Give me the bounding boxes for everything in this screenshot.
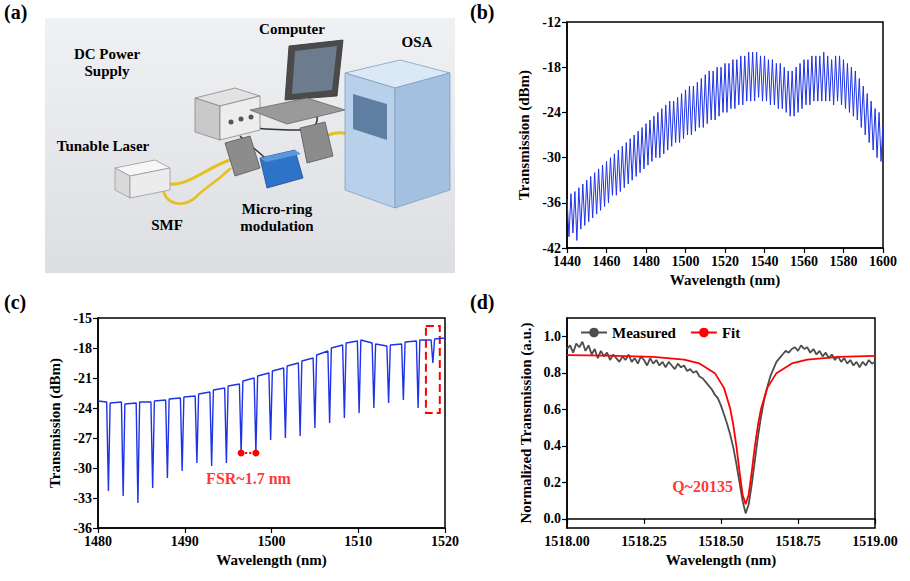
- html-text:SMF: SMF: [151, 216, 183, 233]
- html-text:(c): (c): [4, 291, 27, 313]
- svg-text:1540: 1540: [751, 254, 779, 269]
- html-text:(a): (a): [4, 1, 28, 23]
- svg-text:-24: -24: [73, 401, 92, 416]
- svg-text:0.4: 0.4: [544, 438, 562, 453]
- svg-text:1500: 1500: [672, 254, 700, 269]
- svg-text:Transmission (dBm): Transmission (dBm): [47, 358, 64, 488]
- svg-text:1510: 1510: [344, 534, 372, 549]
- html-text:Tunable Laser: Tunable Laser: [56, 137, 150, 154]
- svg-text:1560: 1560: [790, 254, 818, 269]
- html-text:DC Power Supply: DC Power Supply: [73, 46, 141, 79]
- html-text:(d): (d): [470, 291, 495, 313]
- svg-text:Normalized Transmission (a.u.): Normalized Transmission (a.u.): [518, 322, 535, 523]
- svg-text:1490: 1490: [171, 534, 199, 549]
- svg-text:1.0: 1.0: [544, 329, 562, 344]
- svg-text:-24: -24: [542, 105, 561, 120]
- svg-text:1480: 1480: [632, 254, 660, 269]
- svg-text:-21: -21: [73, 371, 92, 386]
- svg-text:1600: 1600: [869, 254, 897, 269]
- svg-text:-15: -15: [73, 311, 92, 326]
- svg-text:-36: -36: [73, 520, 92, 536]
- svg-text:1518.75: 1518.75: [775, 534, 821, 549]
- html-text:(b): (b): [470, 1, 495, 23]
- svg-text:Q~20135: Q~20135: [672, 478, 733, 495]
- svg-text:Wavelength (nm): Wavelength (nm): [216, 552, 326, 569]
- svg-text:-42: -42: [542, 240, 561, 256]
- svg-text:1520: 1520: [431, 534, 459, 549]
- svg-text:Measured: Measured: [612, 325, 677, 341]
- svg-text:Fit: Fit: [722, 325, 740, 341]
- svg-text:-27: -27: [73, 431, 92, 446]
- html-text:Micro-ring modulation: Micro-ring modulation: [240, 201, 314, 234]
- html-text:Computer: Computer: [259, 20, 325, 37]
- svg-text:0.6: 0.6: [544, 402, 562, 417]
- svg-text:Transmission (dBm): Transmission (dBm): [516, 70, 533, 200]
- svg-text:-33: -33: [73, 491, 92, 506]
- svg-text:-30: -30: [73, 461, 92, 476]
- svg-text:-30: -30: [542, 150, 561, 165]
- svg-text:0.0: 0.0: [544, 511, 562, 526]
- svg-text:Wavelength (nm): Wavelength (nm): [670, 272, 780, 289]
- svg-text:0.2: 0.2: [544, 475, 562, 490]
- svg-text:1460: 1460: [593, 254, 621, 269]
- svg-text:1518.00: 1518.00: [544, 534, 590, 549]
- svg-text:1480: 1480: [84, 534, 112, 549]
- svg-text:-36: -36: [542, 195, 561, 210]
- svg-text:1519.00: 1519.00: [852, 534, 898, 549]
- svg-text:-18: -18: [542, 60, 561, 75]
- svg-text:1440: 1440: [553, 254, 581, 269]
- svg-text:Wavelength (nm): Wavelength (nm): [666, 552, 776, 569]
- svg-text:1520: 1520: [711, 254, 739, 269]
- svg-text:1580: 1580: [830, 254, 858, 269]
- svg-text:0.8: 0.8: [544, 365, 562, 380]
- html-text:OSA: OSA: [401, 33, 433, 50]
- svg-text:1518.25: 1518.25: [621, 534, 667, 549]
- svg-text:FSR~1.7 nm: FSR~1.7 nm: [206, 470, 291, 487]
- svg-text:-18: -18: [73, 341, 92, 356]
- svg-text:1500: 1500: [258, 534, 286, 549]
- svg-text:-12: -12: [542, 15, 561, 30]
- svg-text:1518.50: 1518.50: [698, 534, 744, 549]
